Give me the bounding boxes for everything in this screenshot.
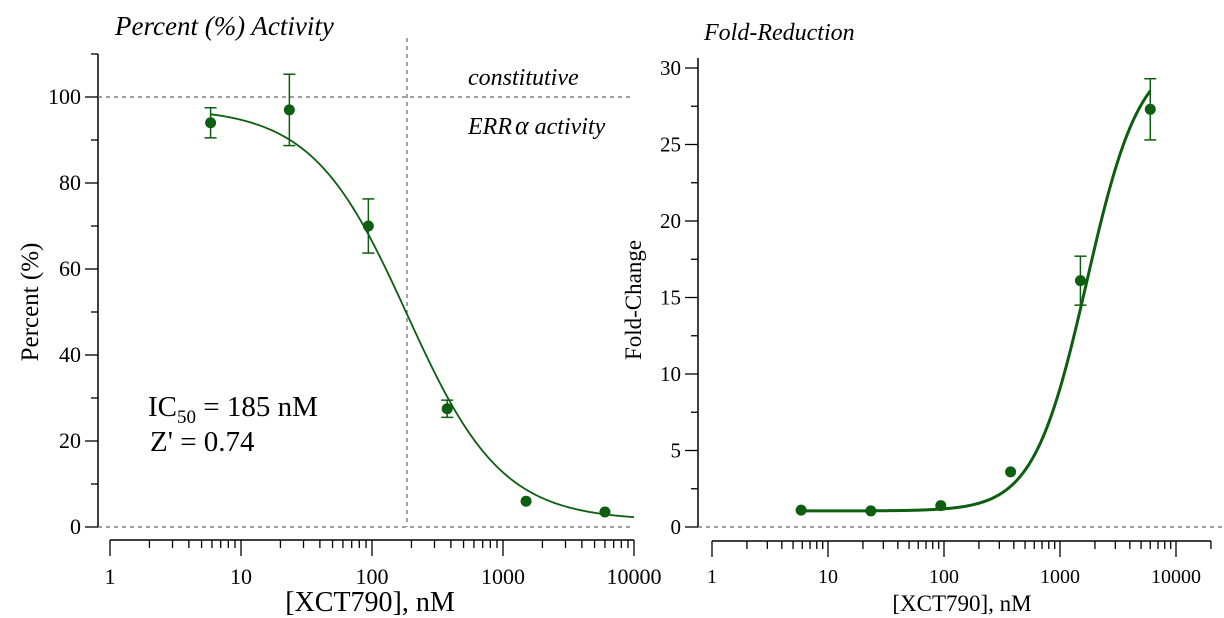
- data-point: [795, 504, 807, 516]
- y-tick-label: 5: [671, 439, 682, 463]
- y-tick-label: 10: [660, 362, 681, 386]
- y-tick-label: 25: [660, 133, 681, 157]
- x-tick-label: 1000: [481, 564, 525, 589]
- y-tick-label: 40: [59, 342, 81, 367]
- y-tick-label: 15: [660, 286, 681, 310]
- y-tick-label: 80: [59, 170, 81, 195]
- annotation-zprime: Z' = 0.74: [150, 426, 255, 458]
- x-tick-label: 10: [230, 564, 252, 589]
- data-point: [599, 506, 611, 518]
- x-tick-label: 10000: [607, 564, 662, 589]
- annotation-err-activity: ERR α activity: [467, 111, 606, 140]
- fit-curve: [210, 113, 635, 519]
- axes: 1 10 100 1000 10000 0 5 10 15 20 25 30: [660, 56, 1212, 588]
- y-tick-label: 100: [48, 84, 81, 109]
- y-axis-label: Fold-Change: [621, 240, 646, 360]
- x-tick-label: 100: [356, 564, 389, 589]
- chart-title: Percent (%) Activity: [114, 11, 334, 41]
- fold-reduction-chart: Fold-Reduction Fold-Change [XCT790], nM …: [621, 20, 1222, 616]
- data-point: [441, 403, 453, 415]
- data-point: [520, 495, 532, 507]
- axes: 1 10 100 1000 10000 0 20 40 60 80 100: [48, 53, 662, 589]
- fit-line: [801, 90, 1152, 513]
- data-point: [935, 500, 947, 512]
- annotation-constitutive: constitutive: [468, 65, 579, 91]
- y-tick-label: 20: [660, 209, 681, 233]
- reference-lines: [98, 38, 634, 528]
- x-tick-label: 1: [707, 566, 717, 588]
- y-tick-label: 20: [59, 428, 81, 453]
- data-point: [865, 505, 877, 517]
- data-point: [362, 220, 374, 232]
- y-tick-label: 0: [671, 515, 682, 539]
- data-points: [795, 77, 1157, 517]
- y-tick-label: 30: [660, 56, 681, 80]
- fit-curve: [801, 90, 1152, 513]
- data-point: [283, 104, 295, 116]
- chart-title: Fold-Reduction: [703, 20, 855, 46]
- x-tick-label: 100: [929, 566, 959, 588]
- fit-line: [210, 113, 635, 519]
- x-tick-label: 10: [818, 566, 838, 588]
- percent-activity-chart: Percent (%) Activity Percent (%) [XCT790…: [17, 11, 662, 618]
- x-tick-label: 10000: [1151, 566, 1201, 588]
- data-point: [1074, 275, 1086, 287]
- annotation-ic50: IC50 = 185 nM: [148, 391, 318, 428]
- data-point: [205, 117, 217, 129]
- x-axis-label: [XCT790], nM: [285, 587, 455, 618]
- y-tick-label: 0: [70, 514, 81, 539]
- data-point: [1005, 466, 1017, 478]
- data-points: [204, 73, 611, 518]
- x-tick-label: 1: [105, 564, 116, 589]
- x-tick-label: 1000: [1040, 566, 1080, 588]
- y-axis-label: Percent (%): [17, 243, 44, 362]
- data-point: [1144, 103, 1156, 115]
- y-tick-label: 60: [59, 256, 81, 281]
- x-axis-label: [XCT790], nM: [892, 591, 1031, 616]
